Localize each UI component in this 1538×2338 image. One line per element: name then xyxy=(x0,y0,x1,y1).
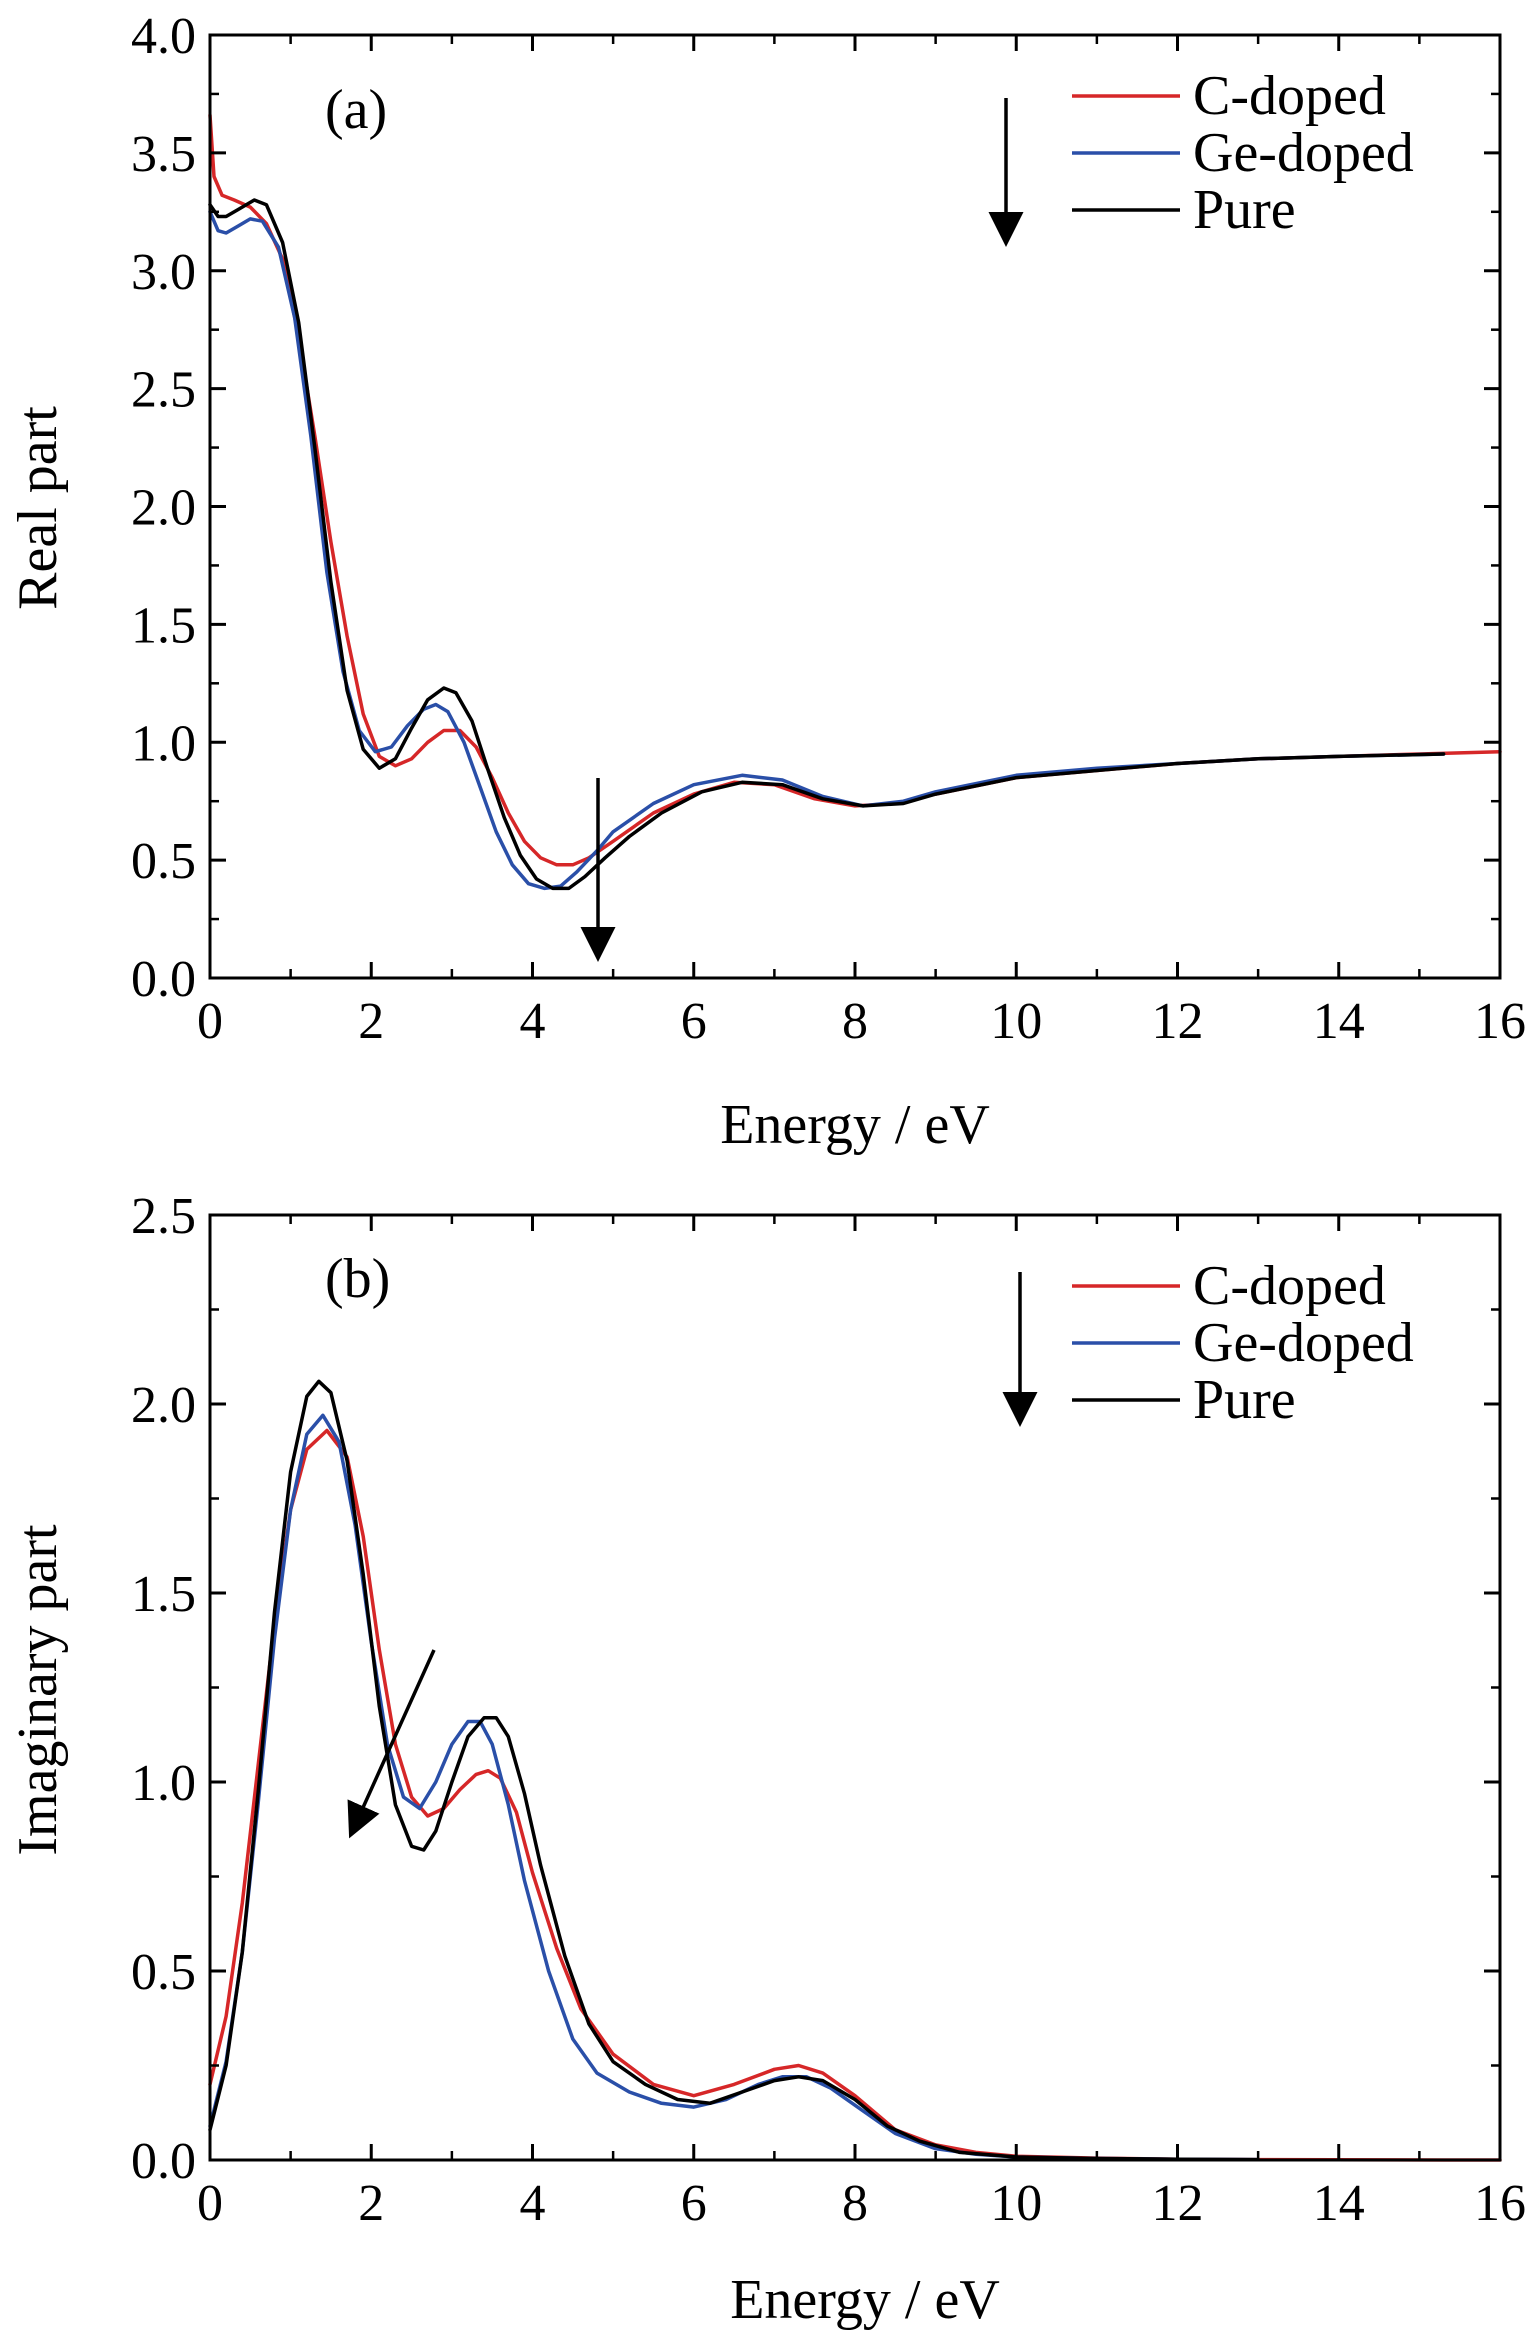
panel-a-real-part: 0 2 4 6 8 10 12 14 16 0.0 0.5 1.0 1.5 2.0 2.5 3.0 3.5 4.0… xyxy=(7,8,1526,1156)
x-tick-label-a: 10 xyxy=(990,993,1042,1050)
x-tick-label-b: 12 xyxy=(1152,2175,1204,2232)
y-tick-label-a: 0.0 xyxy=(131,951,196,1008)
panel-label-b: (b) xyxy=(325,1248,390,1310)
x-tick-label-b: 4 xyxy=(520,2175,546,2232)
y-tick-label-a: 3.0 xyxy=(131,244,196,301)
legend-label-b-c-doped: C-doped xyxy=(1193,1255,1386,1317)
y-tick-label-a: 4.0 xyxy=(131,8,196,65)
series-line-b-ge-doped xyxy=(208,1413,1260,2162)
x-tick-label-b: 16 xyxy=(1474,2175,1526,2232)
real-part-ticks: 0 2 4 6 8 10 12 14 16 0.0 0.5 1.0 1.5 2.0 2.5 3.0 3.5 4.0 xyxy=(131,8,1526,1050)
y-tick-label-a: 2.0 xyxy=(131,480,196,537)
y-tick-label-b: 1.5 xyxy=(131,1566,196,1623)
real-part-series-group xyxy=(208,113,1502,891)
x-tick-label-a: 8 xyxy=(842,993,868,1050)
series-line-b-pure xyxy=(208,1379,1260,2162)
trend-arrow-b-valley xyxy=(347,1649,436,1839)
panel-b-imaginary-part: 0 2 4 6 8 10 12 14 16 0.0 0.5 1.0 1.5 2.0 2.5 (b) Ener… xyxy=(7,1188,1526,2331)
y-tick-label-a: 3.5 xyxy=(131,126,196,183)
series-line-a-pure xyxy=(208,198,1446,891)
legend-label-a-c-doped: C-doped xyxy=(1193,65,1386,127)
series-line-a-c-doped xyxy=(208,113,1502,867)
x-axis-title-a: Energy / eV xyxy=(720,1094,990,1156)
x-tick-label-b: 8 xyxy=(842,2175,868,2232)
x-tick-label-a: 6 xyxy=(681,993,707,1050)
y-tick-label-a: 1.5 xyxy=(131,597,196,654)
imaginary-part-series-group xyxy=(208,1379,1502,2162)
x-tick-label-b: 2 xyxy=(358,2175,384,2232)
x-tick-label-b: 0 xyxy=(197,2175,223,2232)
legend-label-b-ge-doped: Ge-doped xyxy=(1193,1312,1414,1374)
legend-label-b-pure: Pure xyxy=(1193,1369,1296,1431)
x-tick-label-a: 16 xyxy=(1474,993,1526,1050)
x-tick-label-a: 2 xyxy=(358,993,384,1050)
imaginary-part-ticks: 0 2 4 6 8 10 12 14 16 0.0 0.5 1.0 1.5 2.0 2.5 xyxy=(131,1188,1526,2232)
y-tick-label-a: 0.5 xyxy=(131,833,196,890)
y-tick-label-a: 1.0 xyxy=(131,715,196,772)
y-tick-label-b: 0.0 xyxy=(131,2133,196,2190)
legend-label-a-pure: Pure xyxy=(1193,179,1296,241)
legend-label-a-ge-doped: Ge-doped xyxy=(1193,122,1414,184)
series-line-a-ge-doped xyxy=(208,210,1446,891)
x-axis-title-b: Energy / eV xyxy=(730,2269,1000,2331)
y-tick-label-b: 1.0 xyxy=(131,1755,196,1812)
x-tick-label-a: 12 xyxy=(1152,993,1204,1050)
y-axis-title-b: Imaginary part xyxy=(7,1524,69,1856)
y-tick-label-b: 2.5 xyxy=(131,1188,196,1245)
y-tick-label-b: 2.0 xyxy=(131,1377,196,1434)
x-tick-label-a: 14 xyxy=(1313,993,1365,1050)
x-tick-label-b: 6 xyxy=(681,2175,707,2232)
y-tick-label-a: 2.5 xyxy=(131,362,196,419)
y-axis-title-a: Real part xyxy=(7,406,69,610)
x-tick-label-b: 10 xyxy=(990,2175,1042,2232)
y-tick-label-b: 0.5 xyxy=(131,1944,196,2001)
x-tick-label-a: 4 xyxy=(520,993,546,1050)
series-line-b-c-doped xyxy=(208,1428,1502,2162)
x-tick-label-b: 14 xyxy=(1313,2175,1365,2232)
panel-label-a: (a) xyxy=(325,79,387,141)
x-tick-label-a: 0 xyxy=(197,993,223,1050)
